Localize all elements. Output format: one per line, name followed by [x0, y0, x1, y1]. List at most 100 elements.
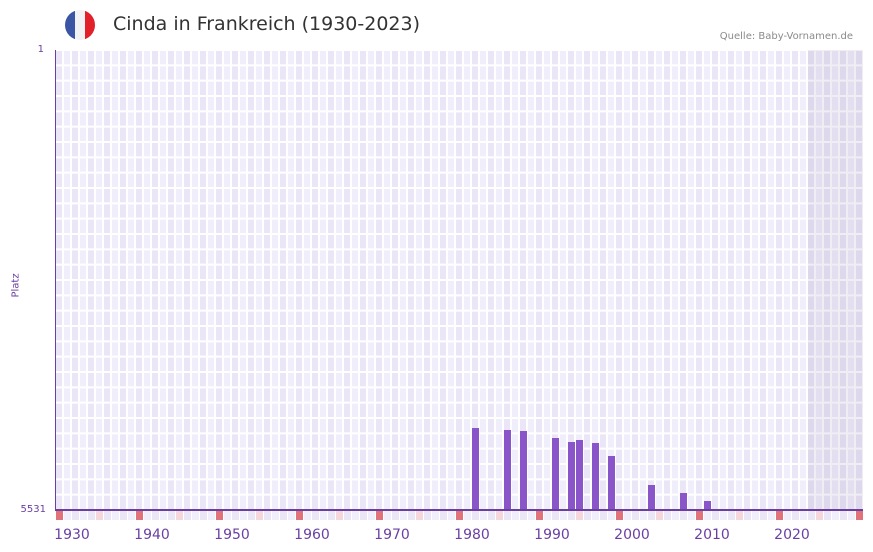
year-marker — [544, 511, 551, 520]
year-marker — [368, 511, 375, 520]
year-marker — [280, 511, 287, 520]
year-marker — [272, 511, 279, 520]
year-marker — [520, 511, 527, 520]
bar-1995[interactable] — [592, 442, 599, 510]
y-axis — [55, 50, 56, 510]
year-marker — [80, 511, 87, 520]
future-shade — [808, 50, 863, 510]
year-marker — [552, 511, 559, 520]
year-marker — [688, 511, 695, 520]
year-marker — [592, 511, 599, 520]
year-marker — [528, 511, 535, 520]
source-label: Quelle: Baby-Vornamen.de — [719, 31, 853, 42]
bar-1980[interactable] — [472, 427, 479, 510]
year-marker — [296, 511, 303, 520]
year-marker — [288, 511, 295, 520]
year-marker — [696, 511, 703, 520]
bar-1997[interactable] — [608, 455, 615, 510]
year-marker — [832, 511, 839, 520]
year-marker — [144, 511, 151, 520]
year-marker — [664, 511, 671, 520]
year-marker — [304, 511, 311, 520]
bar-2006[interactable] — [680, 492, 687, 510]
year-marker — [736, 511, 743, 520]
year-marker — [792, 511, 799, 520]
year-marker — [184, 511, 191, 520]
year-marker — [112, 511, 119, 520]
year-marker — [248, 511, 255, 520]
year-marker — [672, 511, 679, 520]
year-marker — [568, 511, 575, 520]
year-marker — [352, 511, 359, 520]
year-marker — [648, 511, 655, 520]
year-marker — [104, 511, 111, 520]
year-marker — [192, 511, 199, 520]
year-marker — [160, 511, 167, 520]
y-tick-bottom: 5531 — [20, 504, 46, 515]
year-marker — [720, 511, 727, 520]
year-marker — [800, 511, 807, 520]
plot-area — [55, 50, 863, 510]
y-tick-top: 1 — [37, 44, 44, 55]
year-marker — [96, 511, 103, 520]
bar-1992[interactable] — [568, 441, 575, 510]
year-marker — [240, 511, 247, 520]
year-marker — [856, 511, 863, 520]
year-marker — [656, 511, 663, 520]
year-marker — [456, 511, 463, 520]
year-marker — [432, 511, 439, 520]
year-marker — [128, 511, 135, 520]
x-tick-1960: 1960 — [294, 527, 330, 543]
year-marker — [576, 511, 583, 520]
x-tick-1980: 1980 — [454, 527, 490, 543]
bar-1986[interactable] — [520, 430, 527, 510]
year-marker — [320, 511, 327, 520]
x-tick-1990: 1990 — [534, 527, 570, 543]
y-axis-label: Platz — [10, 273, 22, 298]
year-marker — [312, 511, 319, 520]
year-marker — [512, 511, 519, 520]
year-marker — [704, 511, 711, 520]
year-marker — [776, 511, 783, 520]
year-marker — [200, 511, 207, 520]
year-marker — [680, 511, 687, 520]
bar-1984[interactable] — [504, 429, 511, 510]
year-marker — [464, 511, 471, 520]
year-marker — [384, 511, 391, 520]
bar-1990[interactable] — [552, 437, 559, 510]
x-tick-2000: 2000 — [614, 527, 650, 543]
x-tick-1970: 1970 — [374, 527, 410, 543]
x-tick-1930: 1930 — [54, 527, 90, 543]
year-marker — [120, 511, 127, 520]
year-marker — [600, 511, 607, 520]
year-marker — [616, 511, 623, 520]
year-marker — [744, 511, 751, 520]
year-marker — [56, 511, 63, 520]
year-marker — [608, 511, 615, 520]
year-marker — [504, 511, 511, 520]
year-marker — [448, 511, 455, 520]
x-tick-1950: 1950 — [214, 527, 250, 543]
year-marker — [584, 511, 591, 520]
year-marker — [88, 511, 95, 520]
bar-1993[interactable] — [576, 439, 583, 510]
bar-2009[interactable] — [704, 501, 711, 510]
year-marker — [64, 511, 71, 520]
year-marker — [784, 511, 791, 520]
bar-2002[interactable] — [648, 484, 655, 510]
year-marker — [632, 511, 639, 520]
year-marker — [408, 511, 415, 520]
year-marker — [376, 511, 383, 520]
year-marker — [216, 511, 223, 520]
year-marker — [760, 511, 767, 520]
year-marker — [344, 511, 351, 520]
year-marker — [640, 511, 647, 520]
year-marker — [480, 511, 487, 520]
grid — [56, 51, 862, 509]
year-marker — [560, 511, 567, 520]
year-marker — [360, 511, 367, 520]
year-marker — [808, 511, 815, 520]
year-marker — [136, 511, 143, 520]
x-tick-2020: 2020 — [774, 527, 810, 543]
year-marker — [264, 511, 271, 520]
